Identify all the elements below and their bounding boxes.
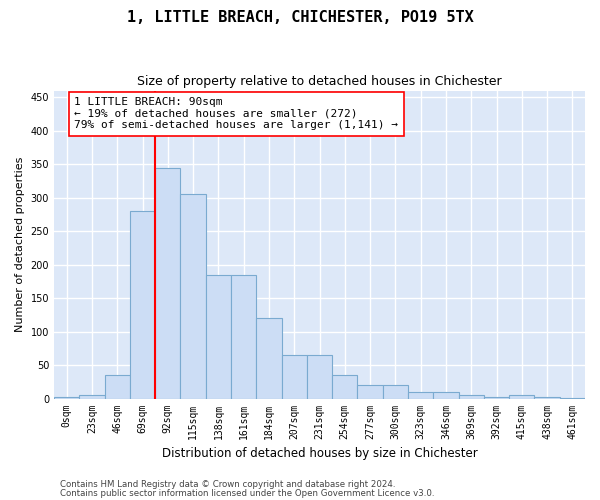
- Bar: [130, 211, 155, 398]
- X-axis label: Distribution of detached houses by size in Chichester: Distribution of detached houses by size …: [161, 447, 478, 460]
- Bar: [458, 395, 484, 398]
- Bar: [509, 395, 535, 398]
- Text: 1 LITTLE BREACH: 90sqm
← 19% of detached houses are smaller (272)
79% of semi-de: 1 LITTLE BREACH: 90sqm ← 19% of detached…: [74, 98, 398, 130]
- Bar: [383, 385, 408, 398]
- Bar: [104, 375, 130, 398]
- Bar: [181, 194, 206, 398]
- Bar: [155, 168, 181, 398]
- Bar: [484, 397, 509, 398]
- Bar: [79, 394, 104, 398]
- Title: Size of property relative to detached houses in Chichester: Size of property relative to detached ho…: [137, 75, 502, 88]
- Bar: [54, 396, 79, 398]
- Text: Contains public sector information licensed under the Open Government Licence v3: Contains public sector information licen…: [60, 488, 434, 498]
- Bar: [408, 392, 433, 398]
- Bar: [332, 375, 358, 398]
- Y-axis label: Number of detached properties: Number of detached properties: [15, 157, 25, 332]
- Text: 1, LITTLE BREACH, CHICHESTER, PO19 5TX: 1, LITTLE BREACH, CHICHESTER, PO19 5TX: [127, 10, 473, 25]
- Bar: [256, 318, 281, 398]
- Bar: [358, 385, 383, 398]
- Bar: [206, 274, 231, 398]
- Bar: [307, 355, 332, 399]
- Bar: [281, 355, 307, 399]
- Text: Contains HM Land Registry data © Crown copyright and database right 2024.: Contains HM Land Registry data © Crown c…: [60, 480, 395, 489]
- Bar: [433, 392, 458, 398]
- Bar: [535, 397, 560, 398]
- Bar: [231, 274, 256, 398]
